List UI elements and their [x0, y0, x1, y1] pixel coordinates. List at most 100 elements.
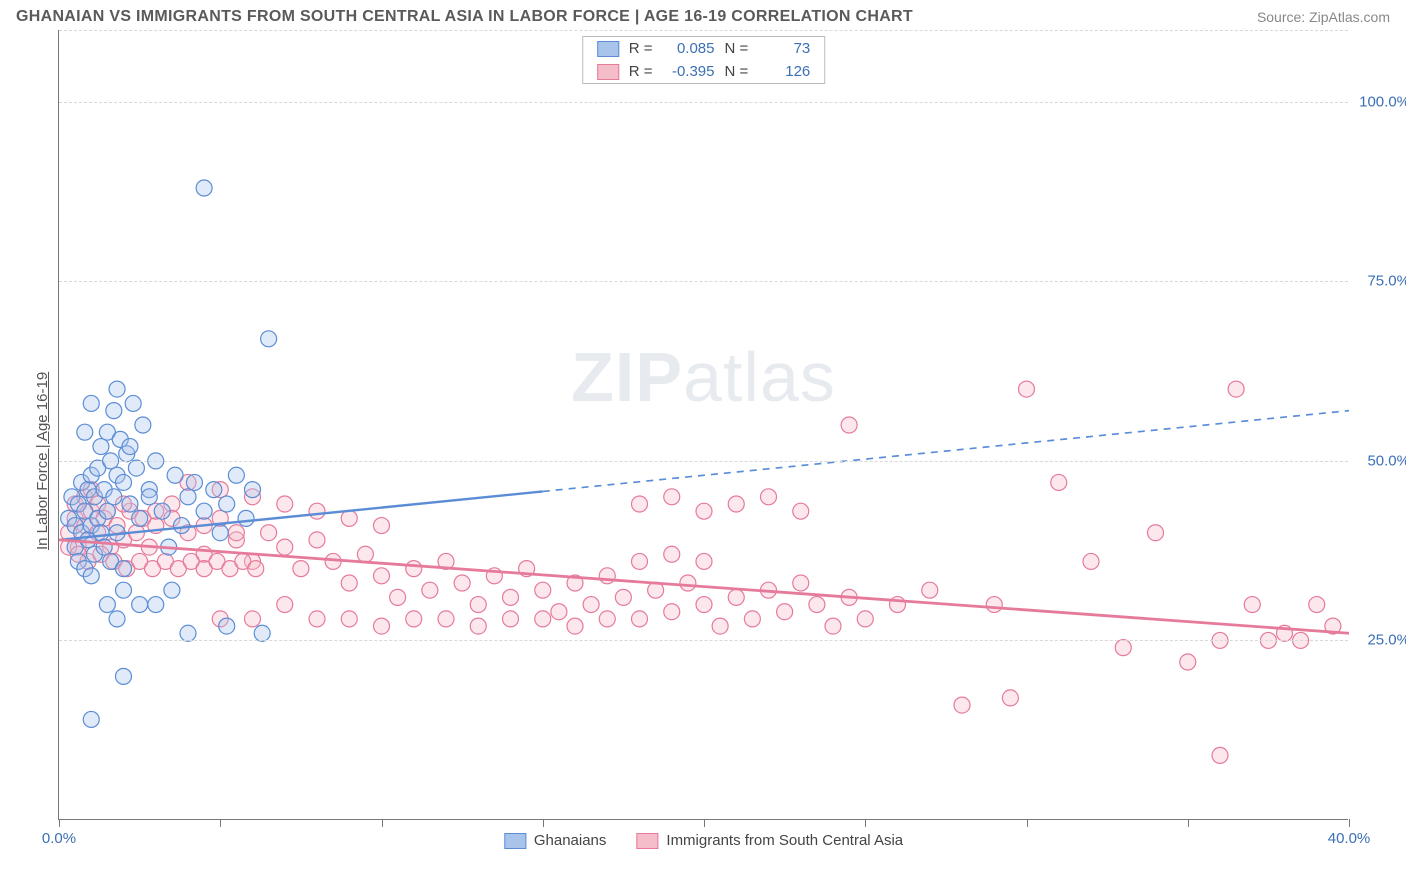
plot-svg: [59, 30, 1349, 820]
data-point: [777, 604, 793, 620]
gridline: [59, 102, 1348, 103]
plot-area: ZIPatlas R = 0.085 N = 73 R = -0.395 N =…: [58, 30, 1348, 820]
data-point: [154, 503, 170, 519]
data-point: [1051, 474, 1067, 490]
xtick: [382, 819, 383, 827]
data-point: [954, 697, 970, 713]
data-point: [1115, 640, 1131, 656]
ytick-label: 50.0%: [1367, 452, 1406, 469]
data-point: [841, 417, 857, 433]
data-point: [825, 618, 841, 634]
data-point: [1228, 381, 1244, 397]
data-point: [793, 575, 809, 591]
xtick: [220, 819, 221, 827]
y-axis-label: In Labor Force | Age 16-19: [34, 372, 51, 550]
data-point: [341, 510, 357, 526]
data-point: [132, 510, 148, 526]
data-point: [116, 474, 132, 490]
data-point: [341, 575, 357, 591]
data-point: [277, 496, 293, 512]
data-point: [261, 331, 277, 347]
data-point: [632, 496, 648, 512]
data-point: [664, 546, 680, 562]
xtick: [1188, 819, 1189, 827]
source-label: Source: ZipAtlas.com: [1257, 9, 1390, 25]
data-point: [374, 618, 390, 634]
data-point: [83, 395, 99, 411]
data-point: [680, 575, 696, 591]
data-point: [535, 611, 551, 627]
data-point: [438, 611, 454, 627]
swatch-scasia-icon: [597, 64, 619, 80]
data-point: [245, 611, 261, 627]
data-point: [248, 561, 264, 577]
data-point: [357, 546, 373, 562]
data-point: [535, 582, 551, 598]
data-point: [341, 611, 357, 627]
gridline: [59, 461, 1348, 462]
r-label: R =: [629, 40, 653, 57]
data-point: [1244, 597, 1260, 613]
gridline: [59, 30, 1348, 31]
r-value-scasia: -0.395: [663, 63, 715, 80]
xtick-label: 0.0%: [42, 830, 76, 847]
data-point: [470, 618, 486, 634]
xtick: [704, 819, 705, 827]
data-point: [83, 711, 99, 727]
data-point: [728, 496, 744, 512]
data-point: [599, 568, 615, 584]
data-point: [470, 597, 486, 613]
data-point: [599, 611, 615, 627]
chart-container: In Labor Force | Age 16-19 ZIPatlas R = …: [16, 30, 1390, 870]
data-point: [228, 525, 244, 541]
data-point: [125, 395, 141, 411]
data-point: [180, 489, 196, 505]
data-point: [128, 460, 144, 476]
swatch-ghanaians-icon: [504, 833, 526, 849]
data-point: [196, 503, 212, 519]
data-point: [390, 589, 406, 605]
data-point: [793, 503, 809, 519]
data-point: [93, 525, 109, 541]
gridline: [59, 281, 1348, 282]
data-point: [422, 582, 438, 598]
data-point: [1019, 381, 1035, 397]
data-point: [206, 482, 222, 498]
data-point: [632, 553, 648, 569]
data-point: [254, 625, 270, 641]
data-point: [551, 604, 567, 620]
data-point: [245, 482, 261, 498]
data-point: [1180, 654, 1196, 670]
data-point: [277, 539, 293, 555]
xtick-label: 40.0%: [1328, 830, 1371, 847]
n-value-ghanaians: 73: [758, 40, 810, 57]
data-point: [615, 589, 631, 605]
data-point: [106, 489, 122, 505]
data-point: [196, 180, 212, 196]
data-point: [180, 625, 196, 641]
xtick: [865, 819, 866, 827]
data-point: [277, 597, 293, 613]
data-point: [744, 611, 760, 627]
data-point: [503, 611, 519, 627]
data-point: [309, 532, 325, 548]
data-point: [109, 611, 125, 627]
legend-item-ghanaians: Ghanaians: [504, 832, 607, 849]
chart-title: GHANAIAN VS IMMIGRANTS FROM SOUTH CENTRA…: [16, 8, 913, 26]
legend-stats-row-1: R = 0.085 N = 73: [583, 37, 825, 60]
data-point: [109, 381, 125, 397]
data-point: [374, 518, 390, 534]
legend-stats: R = 0.085 N = 73 R = -0.395 N = 126: [582, 36, 826, 84]
data-point: [261, 525, 277, 541]
data-point: [99, 503, 115, 519]
data-point: [922, 582, 938, 598]
data-point: [309, 503, 325, 519]
n-label: N =: [725, 40, 749, 57]
data-point: [761, 489, 777, 505]
legend-label-ghanaians: Ghanaians: [534, 832, 607, 849]
data-point: [857, 611, 873, 627]
data-point: [116, 582, 132, 598]
data-point: [374, 568, 390, 584]
data-point: [122, 439, 138, 455]
data-point: [1212, 747, 1228, 763]
